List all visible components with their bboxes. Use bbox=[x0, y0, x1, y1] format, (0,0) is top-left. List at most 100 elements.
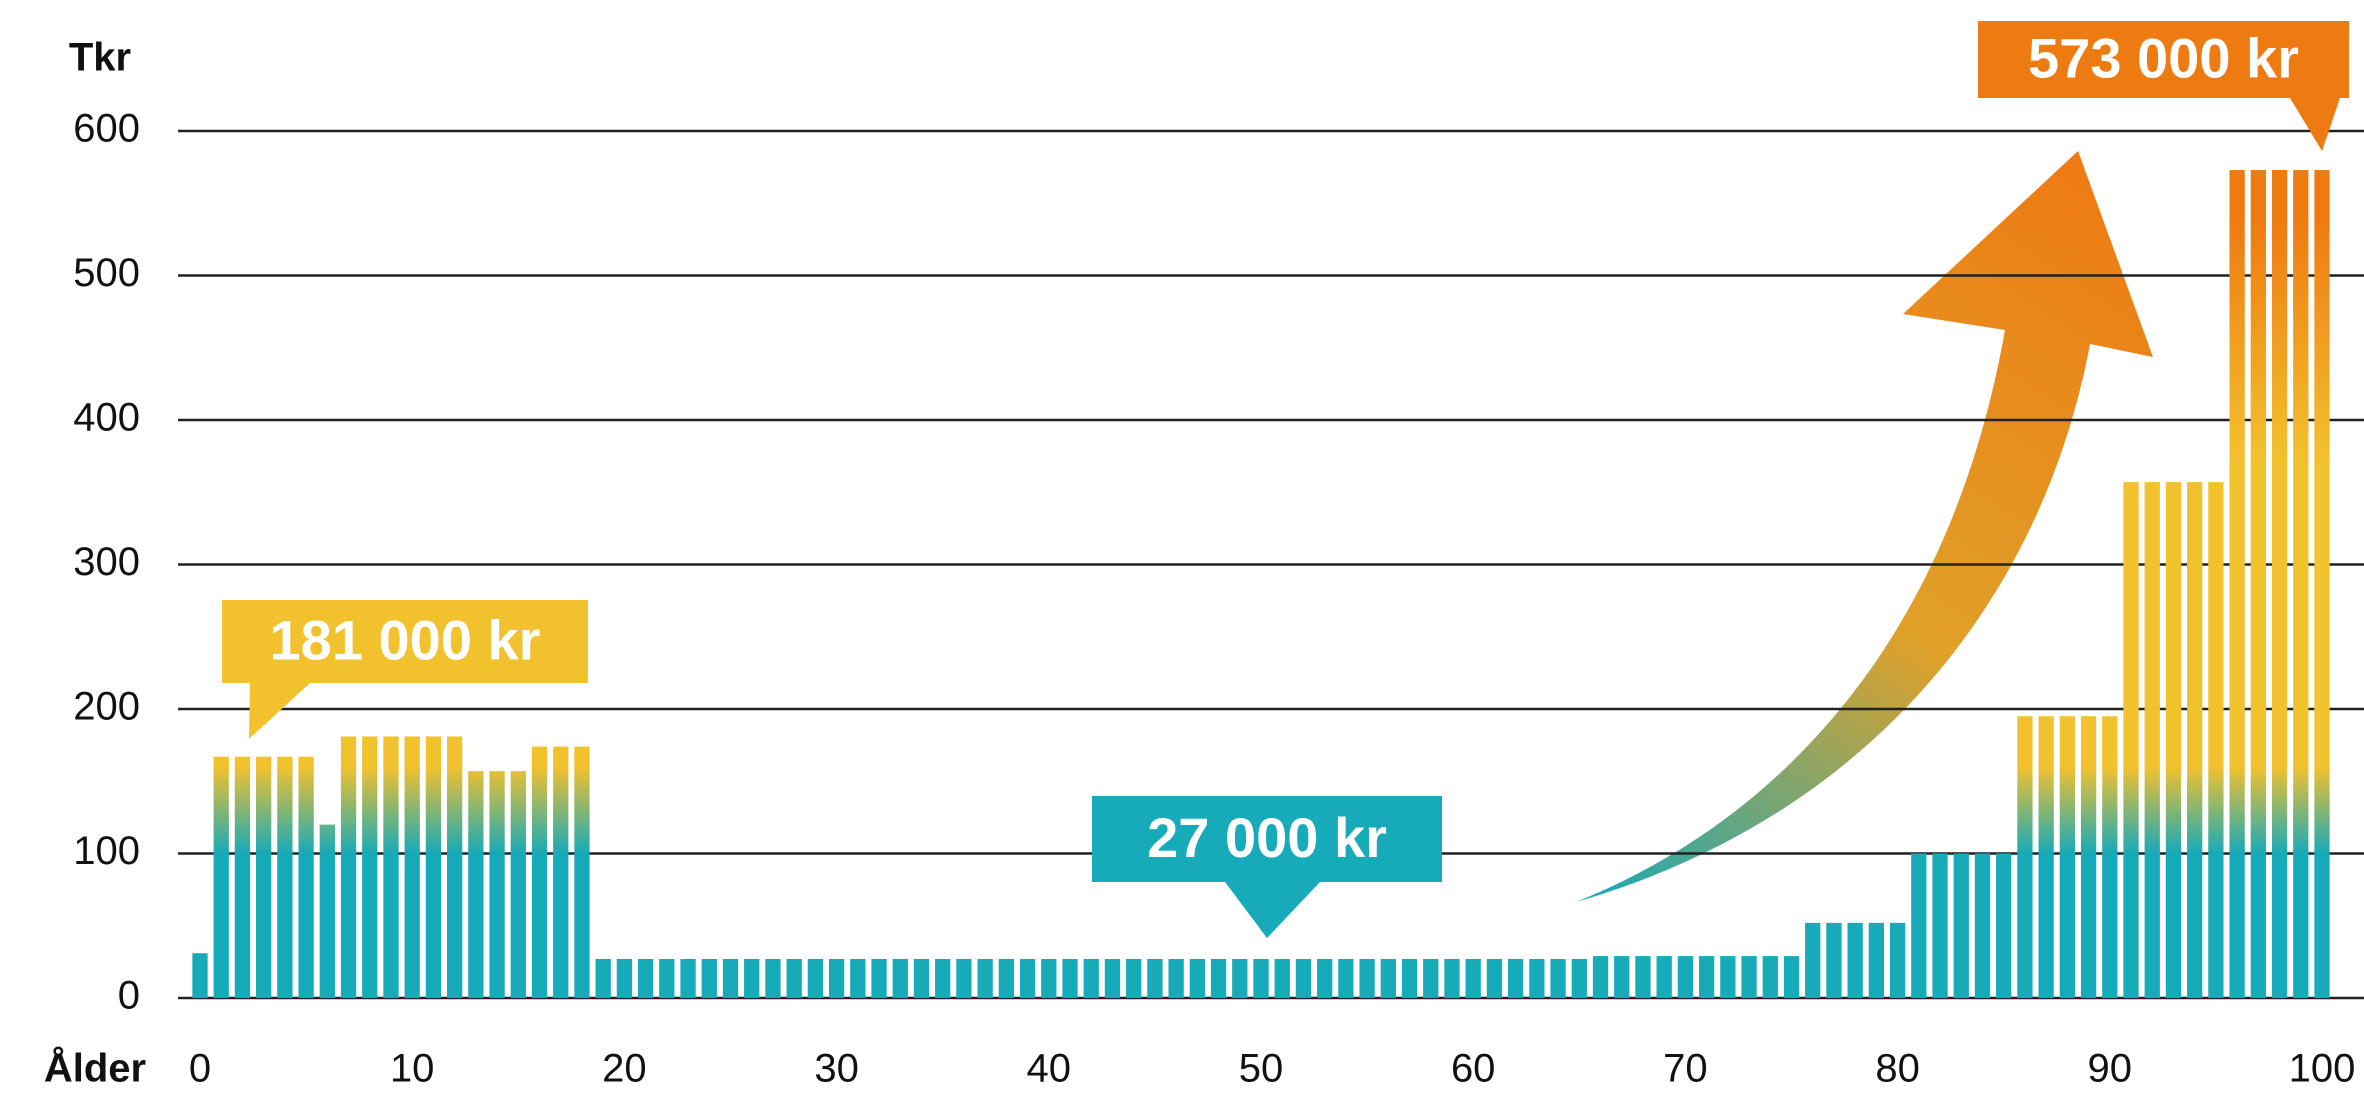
callout-pointer bbox=[1225, 882, 1320, 938]
bar bbox=[277, 756, 293, 998]
bar bbox=[765, 958, 781, 998]
bar bbox=[871, 958, 887, 998]
bar bbox=[1104, 958, 1121, 998]
trend-arrow bbox=[1576, 151, 2153, 902]
bar bbox=[213, 756, 229, 998]
x-tick-label: 70 bbox=[1663, 1047, 1708, 1091]
bar bbox=[256, 756, 272, 998]
bar bbox=[892, 958, 908, 998]
bar bbox=[2229, 170, 2245, 998]
bar bbox=[1783, 956, 1800, 998]
y-tick-label: 0 bbox=[118, 974, 140, 1018]
x-tick-label: 30 bbox=[814, 1047, 859, 1091]
bar bbox=[2165, 482, 2182, 998]
bar bbox=[786, 958, 802, 998]
bar bbox=[192, 953, 208, 998]
bar bbox=[1147, 958, 1163, 998]
callout-pointer bbox=[249, 683, 310, 739]
bar bbox=[1232, 958, 1248, 998]
callout-text: 27 000 kr bbox=[1147, 806, 1387, 869]
bar bbox=[1253, 958, 1269, 998]
bar bbox=[1677, 956, 1694, 998]
bar bbox=[2314, 170, 2330, 998]
y-tick-label: 200 bbox=[73, 685, 140, 729]
bar bbox=[1508, 958, 1524, 998]
bar bbox=[680, 958, 696, 998]
bar bbox=[2271, 170, 2288, 998]
bar bbox=[574, 746, 590, 998]
bar bbox=[1826, 922, 1842, 998]
y-axis-label: Tkr bbox=[69, 36, 131, 80]
bar bbox=[977, 958, 993, 998]
bar bbox=[1698, 956, 1715, 998]
bar bbox=[1465, 958, 1481, 998]
bar bbox=[319, 824, 335, 998]
bar bbox=[2102, 716, 2118, 998]
bar bbox=[1996, 853, 2012, 998]
bar bbox=[744, 958, 760, 998]
bar bbox=[1868, 922, 1885, 998]
bar bbox=[2123, 482, 2139, 998]
bar bbox=[340, 736, 357, 998]
bar bbox=[2293, 170, 2309, 998]
bar bbox=[234, 756, 251, 998]
bar bbox=[531, 746, 548, 998]
bar bbox=[1741, 956, 1757, 998]
bar bbox=[2017, 716, 2033, 998]
y-tick-label: 400 bbox=[73, 396, 140, 440]
callout-box bbox=[1092, 796, 1442, 882]
bar bbox=[913, 958, 930, 998]
bar bbox=[1529, 958, 1545, 998]
bar bbox=[828, 958, 845, 998]
bar bbox=[1932, 853, 1948, 998]
bar bbox=[362, 736, 378, 998]
callout-text: 573 000 kr bbox=[2028, 26, 2299, 89]
bar bbox=[807, 958, 824, 998]
y-tick-label: 100 bbox=[73, 829, 140, 873]
bar bbox=[1592, 956, 1609, 998]
x-tick-label: 50 bbox=[1239, 1047, 1284, 1091]
bar bbox=[1889, 922, 1906, 998]
bar bbox=[1359, 958, 1375, 998]
x-axis-label: Ålder bbox=[44, 1046, 146, 1091]
bar bbox=[2038, 716, 2054, 998]
bar bbox=[1274, 958, 1290, 998]
bar bbox=[637, 958, 654, 998]
bar bbox=[722, 958, 739, 998]
bar bbox=[2059, 716, 2075, 998]
bar bbox=[1126, 958, 1142, 998]
bar bbox=[425, 736, 442, 998]
bar bbox=[2208, 482, 2224, 998]
callout-box bbox=[222, 600, 588, 683]
bar bbox=[2080, 716, 2097, 998]
bar bbox=[1083, 958, 1099, 998]
x-tick-label: 80 bbox=[1875, 1047, 1920, 1091]
bar bbox=[1974, 853, 1991, 998]
bar bbox=[2187, 482, 2203, 998]
bar bbox=[404, 736, 420, 998]
bar bbox=[1295, 958, 1312, 998]
bar bbox=[1380, 958, 1396, 998]
y-tick-label: 300 bbox=[73, 540, 140, 584]
callout-text: 181 000 kr bbox=[270, 608, 541, 671]
x-tick-label: 60 bbox=[1451, 1047, 1496, 1091]
bar bbox=[1911, 853, 1927, 998]
bar bbox=[383, 736, 399, 998]
bar bbox=[1401, 958, 1418, 998]
x-tick-label: 40 bbox=[1027, 1047, 1072, 1091]
bar bbox=[1317, 958, 1333, 998]
x-tick-label: 0 bbox=[189, 1047, 211, 1091]
bar bbox=[659, 958, 675, 998]
bar bbox=[1847, 922, 1863, 998]
bar bbox=[1635, 956, 1651, 998]
bar bbox=[956, 958, 972, 998]
bar bbox=[1656, 956, 1672, 998]
x-tick-label: 10 bbox=[390, 1047, 435, 1091]
bar bbox=[1762, 956, 1778, 998]
bar bbox=[1614, 956, 1630, 998]
bar bbox=[1168, 958, 1184, 998]
bar bbox=[935, 958, 951, 998]
x-tick-label: 20 bbox=[602, 1047, 647, 1091]
bar bbox=[1953, 853, 1969, 998]
